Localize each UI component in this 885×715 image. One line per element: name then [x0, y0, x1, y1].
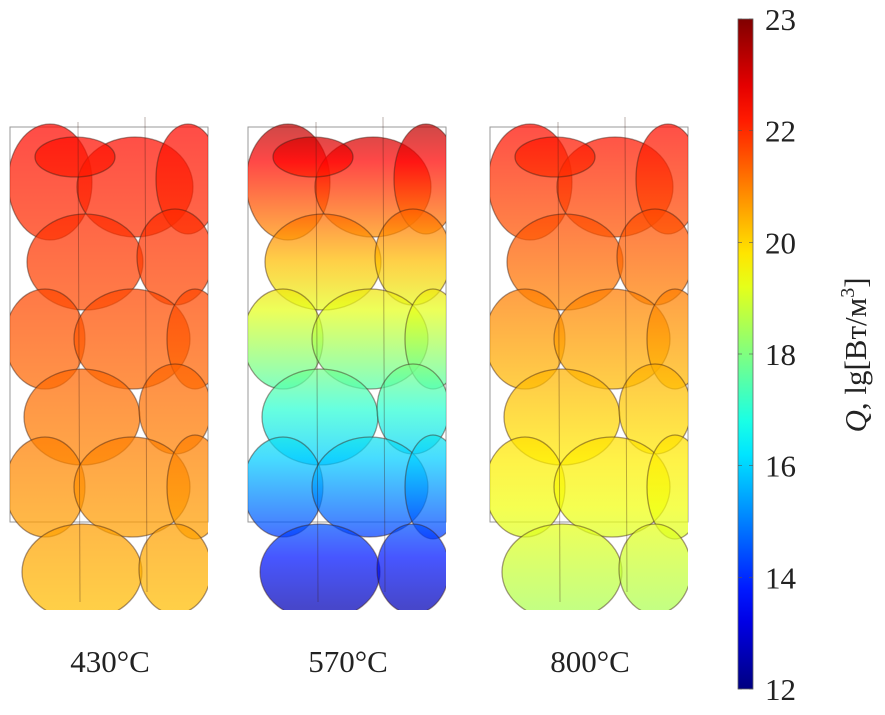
colorbar-tick-label: 23: [765, 2, 796, 37]
panel-label: 570°C: [308, 644, 388, 679]
panel-label: 800°C: [550, 644, 630, 679]
grid-line: [77, 121, 81, 603]
grid-line: [624, 116, 628, 593]
particle: [618, 523, 688, 610]
colorbar: 23 22 20 18 16 14 12: [737, 2, 797, 707]
particle: [248, 436, 324, 538]
particle: [272, 136, 354, 178]
panels: 430°C 570°C 800°C: [9, 116, 689, 679]
grid-line: [144, 116, 148, 593]
panel-label: 430°C: [70, 644, 150, 679]
colorbar-tick-label: 22: [765, 114, 796, 149]
panel-800: 800°C: [489, 116, 689, 679]
particle: [490, 436, 566, 538]
panel-570: 570°C: [247, 116, 447, 679]
grid-line: [315, 121, 319, 603]
colorbar-tick-label: 16: [765, 449, 796, 484]
particle: [138, 523, 208, 610]
particle: [376, 523, 446, 610]
particle: [10, 436, 86, 538]
particle: [259, 523, 381, 610]
grid-line: [557, 121, 561, 603]
particle: [501, 523, 623, 610]
particle: [34, 136, 116, 178]
panel-430: 430°C: [9, 116, 209, 679]
colorbar-tick-label: 20: [765, 225, 796, 260]
grid-line: [382, 116, 386, 593]
colorbar-tick-label: 18: [765, 337, 796, 372]
colorbar-label: Q, lg[Вт/м3]: [837, 277, 873, 432]
particle: [514, 136, 596, 178]
particle: [21, 523, 143, 610]
colorbar-tick-label: 14: [765, 560, 797, 595]
colorbar-tick-label: 12: [765, 672, 796, 707]
